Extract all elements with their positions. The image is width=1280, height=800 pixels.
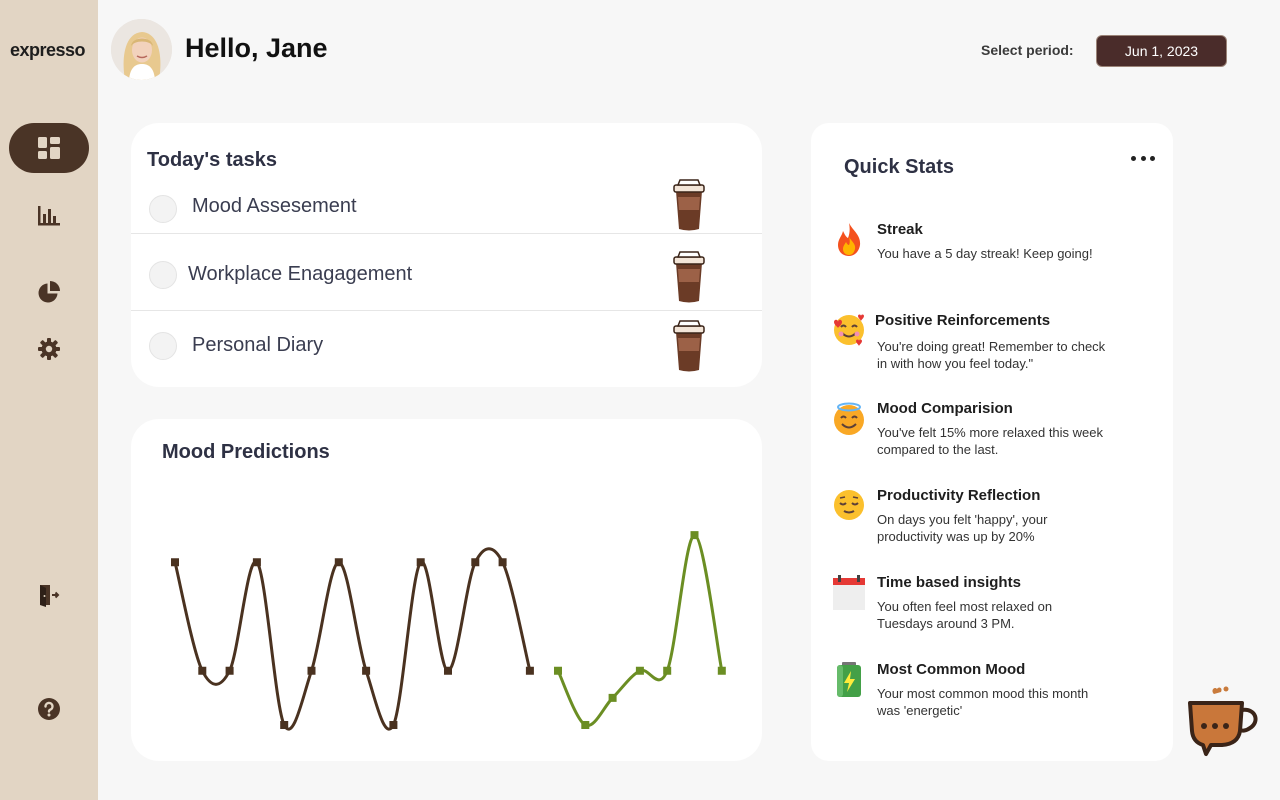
pie-chart-icon bbox=[38, 281, 60, 303]
more-dots-icon[interactable] bbox=[1131, 149, 1155, 167]
battery-icon bbox=[837, 662, 861, 697]
help-icon bbox=[38, 698, 60, 720]
task-label: Workplace Enagagement bbox=[188, 263, 413, 285]
data-point[interactable] bbox=[635, 666, 644, 675]
stat-text: You have a 5 day streak! Keep going! bbox=[877, 246, 1093, 261]
logo: expresso bbox=[10, 40, 86, 60]
data-point[interactable] bbox=[554, 666, 562, 675]
data-point[interactable] bbox=[608, 693, 617, 702]
data-point[interactable] bbox=[225, 666, 234, 675]
tasks-card: Today's tasks Mood Assesement Workplace … bbox=[131, 123, 762, 387]
stat-title: Mood Comparision bbox=[877, 400, 1013, 417]
data-point[interactable] bbox=[334, 558, 343, 567]
data-point[interactable] bbox=[362, 666, 371, 675]
page-title: Hello, Jane bbox=[185, 33, 328, 63]
stat-text: Your most common mood this month was 'en… bbox=[877, 686, 1089, 718]
data-point[interactable] bbox=[198, 666, 207, 675]
task-checkbox[interactable] bbox=[149, 261, 177, 289]
logout-icon bbox=[40, 585, 60, 607]
data-point[interactable] bbox=[581, 721, 590, 729]
sidebar-item-settings[interactable] bbox=[0, 324, 98, 374]
task-checkbox[interactable] bbox=[149, 332, 177, 360]
data-point[interactable] bbox=[307, 666, 316, 675]
task-label: Personal Diary bbox=[192, 334, 324, 356]
avatar[interactable] bbox=[111, 19, 172, 80]
coffee-cup-icon bbox=[673, 251, 705, 303]
sidebar-item-reports[interactable] bbox=[0, 267, 98, 317]
relieved-face-icon bbox=[834, 490, 864, 520]
stat-title: Productivity Reflection bbox=[877, 487, 1041, 504]
coffee-cup-icon bbox=[673, 179, 705, 231]
stat-text: You're doing great! Remember to check in… bbox=[877, 339, 1106, 371]
stat-title: Most Common Mood bbox=[877, 661, 1026, 678]
stat-text: You often feel most relaxed on Tuesdays … bbox=[877, 599, 1053, 631]
task-checkbox[interactable] bbox=[149, 195, 177, 223]
divider bbox=[131, 233, 762, 234]
dashboard-icon bbox=[38, 137, 60, 159]
data-point[interactable] bbox=[690, 531, 699, 540]
smiling-face-with-hearts-icon bbox=[834, 314, 864, 346]
period-label: Select period: bbox=[981, 42, 1074, 58]
stat-title: Streak bbox=[877, 221, 923, 238]
sidebar-item-analytics[interactable] bbox=[0, 190, 98, 240]
gear-icon bbox=[38, 338, 60, 360]
sidebar-item-logout[interactable] bbox=[0, 570, 98, 620]
sidebar-item-help[interactable] bbox=[0, 684, 98, 734]
coffee-cup-icon bbox=[673, 320, 705, 372]
stat-title: Positive Reinforcements bbox=[875, 312, 1051, 329]
sidebar-item-dashboard[interactable] bbox=[0, 123, 98, 173]
stat-text: You've felt 15% more relaxed this week c… bbox=[877, 425, 1104, 457]
period-select-button[interactable]: Jun 1, 2023 bbox=[1096, 35, 1227, 67]
tasks-title: Today's tasks bbox=[147, 149, 277, 171]
coffee-chat-icon[interactable] bbox=[1186, 686, 1268, 760]
data-point[interactable] bbox=[525, 666, 534, 675]
mood-predictions-card: Mood Predictions bbox=[131, 419, 762, 761]
bar-chart-icon bbox=[38, 206, 60, 226]
quick-stats-title: Quick Stats bbox=[844, 156, 955, 178]
smiling-face-with-halo-icon bbox=[834, 402, 864, 435]
data-point[interactable] bbox=[171, 558, 179, 567]
stat-title: Time based insights bbox=[877, 574, 1021, 591]
task-label: Mood Assesement bbox=[192, 195, 357, 217]
data-point[interactable] bbox=[498, 558, 507, 567]
stat-text: On days you felt 'happy', your productiv… bbox=[877, 512, 1048, 544]
data-point[interactable] bbox=[416, 558, 425, 567]
data-point[interactable] bbox=[280, 721, 289, 729]
divider bbox=[131, 310, 762, 311]
mood-predictions-title: Mood Predictions bbox=[162, 441, 330, 463]
quick-stats-card: Quick Stats Streak You have a 5 day stre… bbox=[811, 123, 1173, 761]
data-point[interactable] bbox=[471, 558, 480, 567]
calendar-icon bbox=[833, 575, 865, 610]
series-line-0 bbox=[173, 547, 532, 731]
data-point[interactable] bbox=[389, 721, 398, 729]
data-point[interactable] bbox=[717, 666, 726, 675]
data-point[interactable] bbox=[444, 666, 452, 675]
sidebar: expresso bbox=[0, 0, 98, 800]
data-point[interactable] bbox=[663, 666, 672, 675]
fire-icon bbox=[838, 223, 861, 256]
data-point[interactable] bbox=[252, 558, 261, 567]
series-line-1 bbox=[556, 533, 724, 727]
mood-predictions-chart bbox=[171, 531, 726, 731]
